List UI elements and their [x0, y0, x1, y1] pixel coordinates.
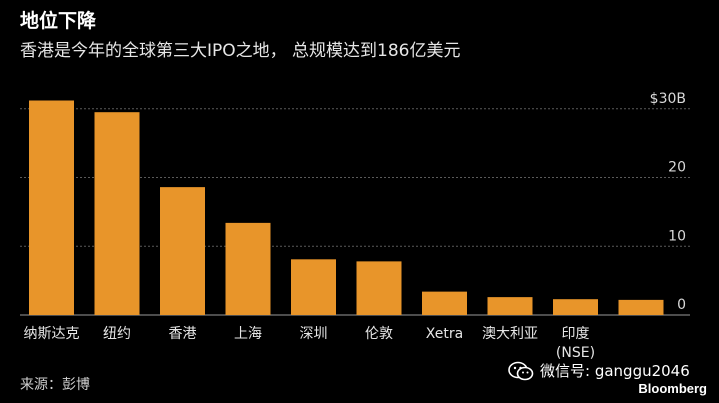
bar-7 [487, 297, 533, 315]
bar-3 [225, 222, 271, 315]
bar-9 [618, 299, 664, 315]
bar-8 [553, 299, 598, 315]
bar-1 [94, 112, 140, 315]
chart-title: 地位下降 [20, 10, 97, 32]
y-tick-label-3: $30B [650, 91, 686, 107]
x-tick-label-0: 纳斯达克 [24, 326, 80, 342]
x-tick-label-5: 伦敦 [365, 326, 393, 342]
y-tick-label-0: 0 [677, 297, 686, 313]
x-tick-label-3: 上海 [234, 326, 262, 342]
wechat-watermark: 微信号: ganggu2046 [508, 360, 690, 381]
x-tick-label-8-0: 印度 [562, 326, 590, 342]
x-tick-label-6: Xetra [426, 326, 463, 342]
bar-5 [356, 261, 402, 315]
x-tick-label-1: 纽约 [103, 326, 131, 342]
source-note: 来源：彭博 [20, 377, 90, 393]
watermark-text: 微信号: ganggu2046 [540, 362, 690, 380]
bar-chart: 0 10 20 $30B 纳斯达克 纽约 香港 上海 深圳 伦敦 Xetra 澳大利亚 印度 (NSE) [20, 91, 690, 361]
x-tick-label-7: 澳大利亚 [482, 326, 538, 342]
y-tick-label-2: 20 [668, 160, 686, 176]
bar-6 [422, 291, 467, 315]
chart-subtitle: 香港是今年的全球第三大IPO之地， 总规模达到186亿美元 [20, 41, 461, 61]
bar-0 [29, 100, 74, 315]
bar-2 [160, 187, 205, 315]
x-tick-label-2: 香港 [169, 326, 197, 342]
bar-4 [291, 259, 336, 315]
bloomberg-logo: Bloomberg [638, 381, 707, 396]
y-tick-label-1: 10 [668, 228, 686, 244]
x-tick-label-8-1: (NSE) [556, 345, 595, 361]
wechat-icon [508, 361, 534, 380]
x-tick-label-4: 深圳 [300, 326, 328, 342]
